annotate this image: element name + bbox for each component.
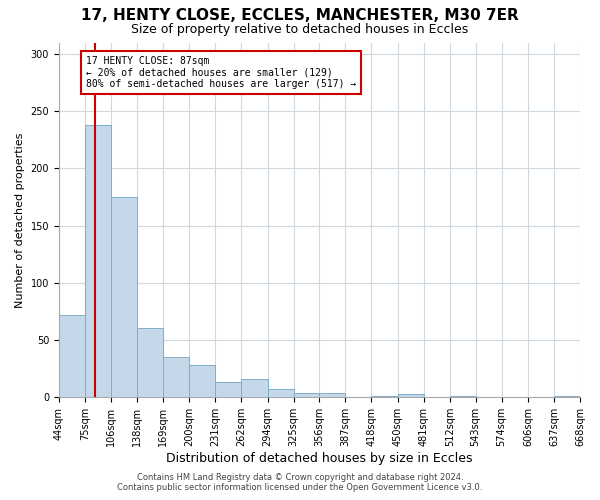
Text: 17 HENTY CLOSE: 87sqm
← 20% of detached houses are smaller (129)
80% of semi-det: 17 HENTY CLOSE: 87sqm ← 20% of detached … (86, 56, 356, 90)
Bar (137, 328, 163, 398)
Bar (110, 197, 137, 398)
Bar (554, 396, 580, 398)
Bar (215, 382, 241, 398)
Bar (450, 396, 476, 398)
Text: Contains HM Land Registry data © Crown copyright and database right 2024.
Contai: Contains HM Land Registry data © Crown c… (118, 473, 482, 492)
Bar (189, 366, 215, 398)
Text: Size of property relative to detached houses in Eccles: Size of property relative to detached ho… (131, 22, 469, 36)
X-axis label: Distribution of detached houses by size in Eccles: Distribution of detached houses by size … (166, 452, 473, 465)
Y-axis label: Number of detached properties: Number of detached properties (15, 132, 25, 308)
Bar (268, 390, 293, 398)
Bar (241, 379, 268, 398)
Bar (85, 125, 110, 398)
Text: 17, HENTY CLOSE, ECCLES, MANCHESTER, M30 7ER: 17, HENTY CLOSE, ECCLES, MANCHESTER, M30… (81, 8, 519, 22)
Bar (59, 315, 85, 398)
Bar (319, 393, 346, 398)
Bar (398, 394, 424, 398)
Bar (163, 358, 189, 398)
Bar (293, 393, 319, 398)
Bar (371, 396, 398, 398)
